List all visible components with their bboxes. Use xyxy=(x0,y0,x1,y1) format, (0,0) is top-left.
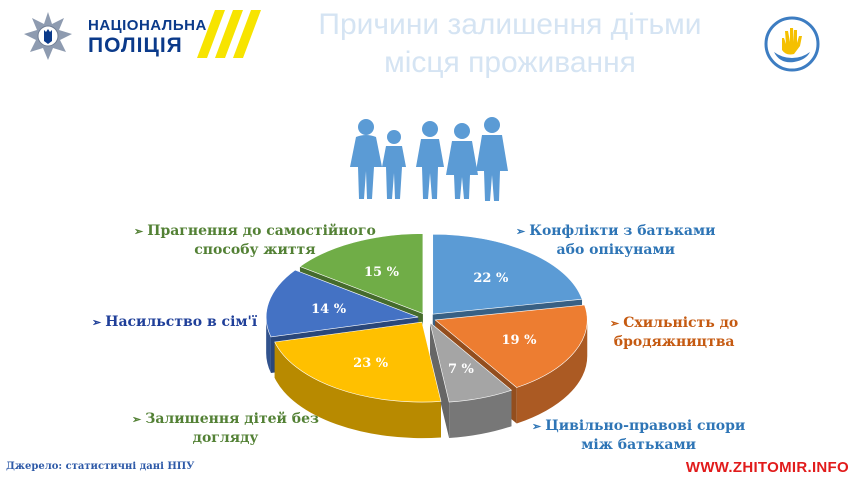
police-logo-text: НАЦІОНАЛЬНА ПОЛІЦІЯ xyxy=(88,18,207,56)
title-line1: Причини залишення дітьми xyxy=(318,8,702,41)
label-vagrancy: ➢ Схильність до бродяжництва xyxy=(610,314,738,351)
arrow-bullet-icon: ➢ xyxy=(532,420,542,433)
pie-slice-wall-1 xyxy=(516,319,588,424)
label-vagrancy-line1: Схильність до xyxy=(623,315,739,331)
arrow-bullet-icon: ➢ xyxy=(610,317,620,330)
arrow-bullet-icon: ➢ xyxy=(516,225,526,238)
logo-line2: ПОЛІЦІЯ xyxy=(88,34,183,57)
label-violence: ➢ Насильство в сім'ї xyxy=(92,313,257,332)
yellow-stripes-icon xyxy=(197,10,261,58)
label-independence: ➢ Прагнення до самостійного способу життя xyxy=(134,222,376,259)
pie-slice-wall-4 xyxy=(266,317,271,373)
label-conflicts-line1: Конфлікти з батьками xyxy=(529,223,716,239)
label-civil-line1: Цивільно-правові спори xyxy=(545,418,746,434)
pie-value-label-1: 19 % xyxy=(501,333,537,348)
pie-value-label-5: 15 % xyxy=(364,265,400,280)
pie-slice-0 xyxy=(432,233,583,315)
arrow-bullet-icon: ➢ xyxy=(132,413,142,426)
police-logo: НАЦІОНАЛЬНА ПОЛІЦІЯ xyxy=(22,10,262,62)
label-neglect: ➢ Залишення дітей без догляду xyxy=(132,410,319,447)
page-title: Причини залишення дітьми місця проживанн… xyxy=(260,6,760,82)
label-independence-line2: способу життя xyxy=(194,242,316,258)
logo-line1: НАЦІОНАЛЬНА xyxy=(88,17,207,34)
police-star-emblem-icon xyxy=(24,12,72,60)
pie-slice-5 xyxy=(299,233,424,315)
pie-value-label-2: 7 % xyxy=(448,362,475,377)
pie-value-label-3: 23 % xyxy=(353,356,389,371)
pie-slice-wall-2 xyxy=(449,390,512,439)
source-note: Джерело: статистичні дані НПУ xyxy=(6,461,195,472)
label-neglect-line2: догляду xyxy=(192,430,259,446)
pie-slice-2 xyxy=(429,321,513,403)
label-civil-line2: між батьками xyxy=(581,437,697,453)
pie-slice-side-2-1 xyxy=(430,322,450,439)
pie-value-label-0: 22 % xyxy=(473,271,509,286)
pie-slice-3 xyxy=(274,321,442,403)
label-independence-line1: Прагнення до самостійного xyxy=(147,223,376,239)
label-neglect-line1: Залишення дітей без xyxy=(145,411,319,427)
watermark: WWW.ZHITOMIR.INFO xyxy=(685,459,849,476)
title-line2: місця проживання xyxy=(384,46,636,79)
label-conflicts: ➢ Конфлікти з батьками або опікунами xyxy=(516,222,716,259)
pie-slice-1 xyxy=(434,304,588,388)
arrow-bullet-icon: ➢ xyxy=(92,316,102,329)
label-violence-line1: Насильство в сім'ї xyxy=(105,314,258,330)
arrow-bullet-icon: ➢ xyxy=(134,225,144,238)
label-vagrancy-line2: бродяжництва xyxy=(613,334,735,350)
label-civil-disputes: ➢ Цивільно-правові спори між батьками xyxy=(532,417,745,454)
hands-care-logo-icon xyxy=(764,16,820,72)
label-conflicts-line2: або опікунами xyxy=(556,242,675,258)
pie-slice-4 xyxy=(265,269,419,338)
pie-slice-wall-3 xyxy=(274,341,441,439)
children-silhouette-icon xyxy=(350,117,508,201)
pie-value-label-4: 14 % xyxy=(311,302,347,317)
